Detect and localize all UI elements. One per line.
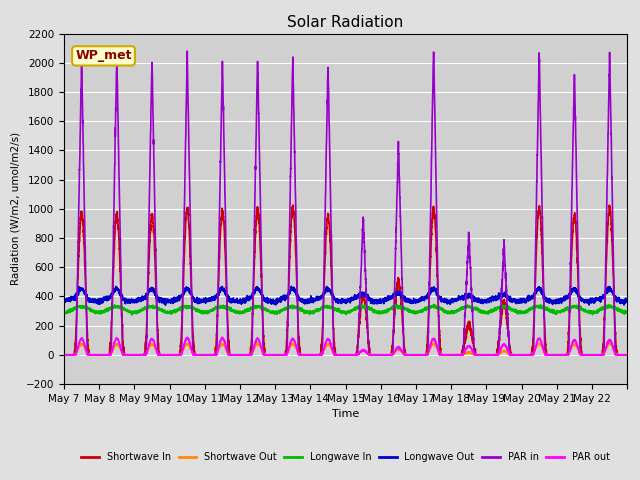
- PAR out: [177, 352, 184, 358]
- Line: PAR in: PAR in: [64, 51, 627, 355]
- PAR out: [218, 334, 225, 340]
- PAR in: [543, 352, 550, 358]
- Longwave In: [177, 305, 185, 311]
- Longwave Out: [287, 284, 295, 289]
- Longwave In: [60, 309, 68, 314]
- Longwave Out: [397, 292, 404, 298]
- Longwave Out: [528, 293, 536, 299]
- Longwave Out: [177, 293, 185, 299]
- Shortwave Out: [397, 347, 404, 353]
- Longwave Out: [162, 302, 170, 308]
- Text: WP_met: WP_met: [76, 49, 132, 62]
- Y-axis label: Radiation (W/m2, umol/m2/s): Radiation (W/m2, umol/m2/s): [10, 132, 20, 286]
- Longwave In: [528, 307, 536, 312]
- PAR out: [528, 352, 536, 358]
- Shortwave In: [623, 352, 631, 358]
- Shortwave In: [397, 296, 404, 301]
- Shortwave In: [543, 349, 550, 355]
- Longwave In: [431, 301, 438, 307]
- Line: Shortwave In: Shortwave In: [64, 205, 627, 355]
- PAR in: [184, 48, 191, 54]
- PAR out: [195, 352, 202, 358]
- Shortwave Out: [500, 348, 508, 354]
- Longwave In: [543, 306, 550, 312]
- PAR out: [623, 352, 631, 358]
- Shortwave In: [60, 352, 68, 358]
- PAR in: [623, 352, 631, 358]
- Shortwave Out: [177, 351, 184, 357]
- PAR out: [367, 352, 374, 358]
- Shortwave In: [177, 340, 184, 346]
- Shortwave In: [289, 202, 297, 208]
- PAR in: [528, 352, 536, 358]
- Longwave Out: [60, 296, 68, 301]
- Longwave In: [623, 309, 631, 315]
- Shortwave In: [367, 352, 374, 358]
- PAR in: [60, 352, 68, 358]
- PAR in: [367, 352, 374, 358]
- Longwave In: [128, 312, 136, 318]
- Longwave Out: [543, 297, 550, 303]
- Longwave Out: [500, 292, 508, 298]
- Line: Longwave In: Longwave In: [64, 304, 627, 315]
- Longwave In: [500, 305, 508, 311]
- Shortwave Out: [543, 351, 550, 357]
- Shortwave In: [500, 302, 508, 308]
- Line: Longwave Out: Longwave Out: [64, 287, 627, 305]
- Longwave Out: [367, 297, 374, 302]
- Line: PAR out: PAR out: [64, 337, 627, 355]
- PAR out: [397, 346, 404, 352]
- Longwave Out: [623, 297, 631, 303]
- X-axis label: Time: Time: [332, 409, 359, 419]
- PAR in: [177, 352, 184, 358]
- Shortwave Out: [606, 340, 614, 346]
- PAR out: [543, 352, 550, 358]
- PAR in: [500, 245, 508, 251]
- Shortwave Out: [367, 352, 374, 358]
- Shortwave Out: [623, 352, 631, 358]
- Longwave In: [367, 305, 374, 311]
- Longwave In: [397, 305, 404, 311]
- Line: Shortwave Out: Shortwave Out: [64, 343, 627, 355]
- Legend: Shortwave In, Shortwave Out, Longwave In, Longwave Out, PAR in, PAR out: Shortwave In, Shortwave Out, Longwave In…: [77, 448, 614, 466]
- PAR out: [60, 352, 68, 358]
- Shortwave Out: [528, 352, 536, 358]
- PAR out: [500, 341, 508, 347]
- Title: Solar Radiation: Solar Radiation: [287, 15, 404, 30]
- Shortwave Out: [60, 352, 68, 358]
- Shortwave In: [528, 351, 536, 357]
- PAR in: [397, 226, 404, 232]
